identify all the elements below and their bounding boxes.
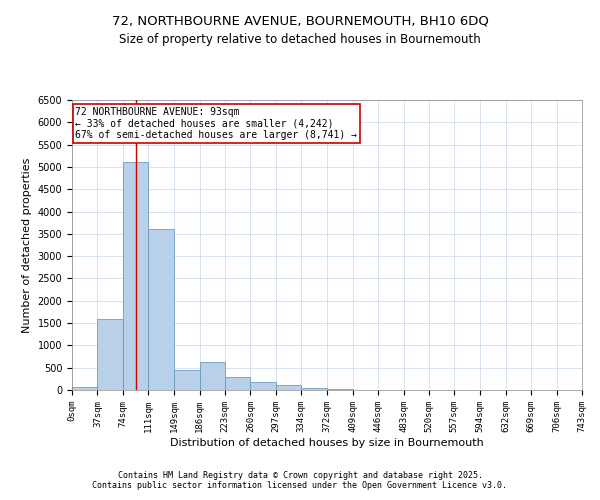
Bar [174, 370, 200, 390]
Bar [97, 318, 123, 390]
Text: Size of property relative to detached houses in Bournemouth: Size of property relative to detached ho… [119, 32, 481, 46]
Bar [328, 389, 353, 390]
Bar [276, 385, 301, 390]
Bar [148, 230, 174, 390]
Bar [301, 388, 328, 390]
X-axis label: Distribution of detached houses by size in Bournemouth: Distribution of detached houses by size … [170, 438, 484, 448]
Bar [225, 377, 250, 390]
Bar [250, 382, 276, 390]
Text: Contains HM Land Registry data © Crown copyright and database right 2025.
Contai: Contains HM Land Registry data © Crown c… [92, 470, 508, 490]
Text: 72, NORTHBOURNE AVENUE, BOURNEMOUTH, BH10 6DQ: 72, NORTHBOURNE AVENUE, BOURNEMOUTH, BH1… [112, 15, 488, 28]
Bar [72, 386, 97, 390]
Bar [123, 162, 148, 390]
Y-axis label: Number of detached properties: Number of detached properties [22, 158, 32, 332]
Bar [200, 362, 225, 390]
Text: 72 NORTHBOURNE AVENUE: 93sqm
← 33% of detached houses are smaller (4,242)
67% of: 72 NORTHBOURNE AVENUE: 93sqm ← 33% of de… [76, 106, 358, 140]
